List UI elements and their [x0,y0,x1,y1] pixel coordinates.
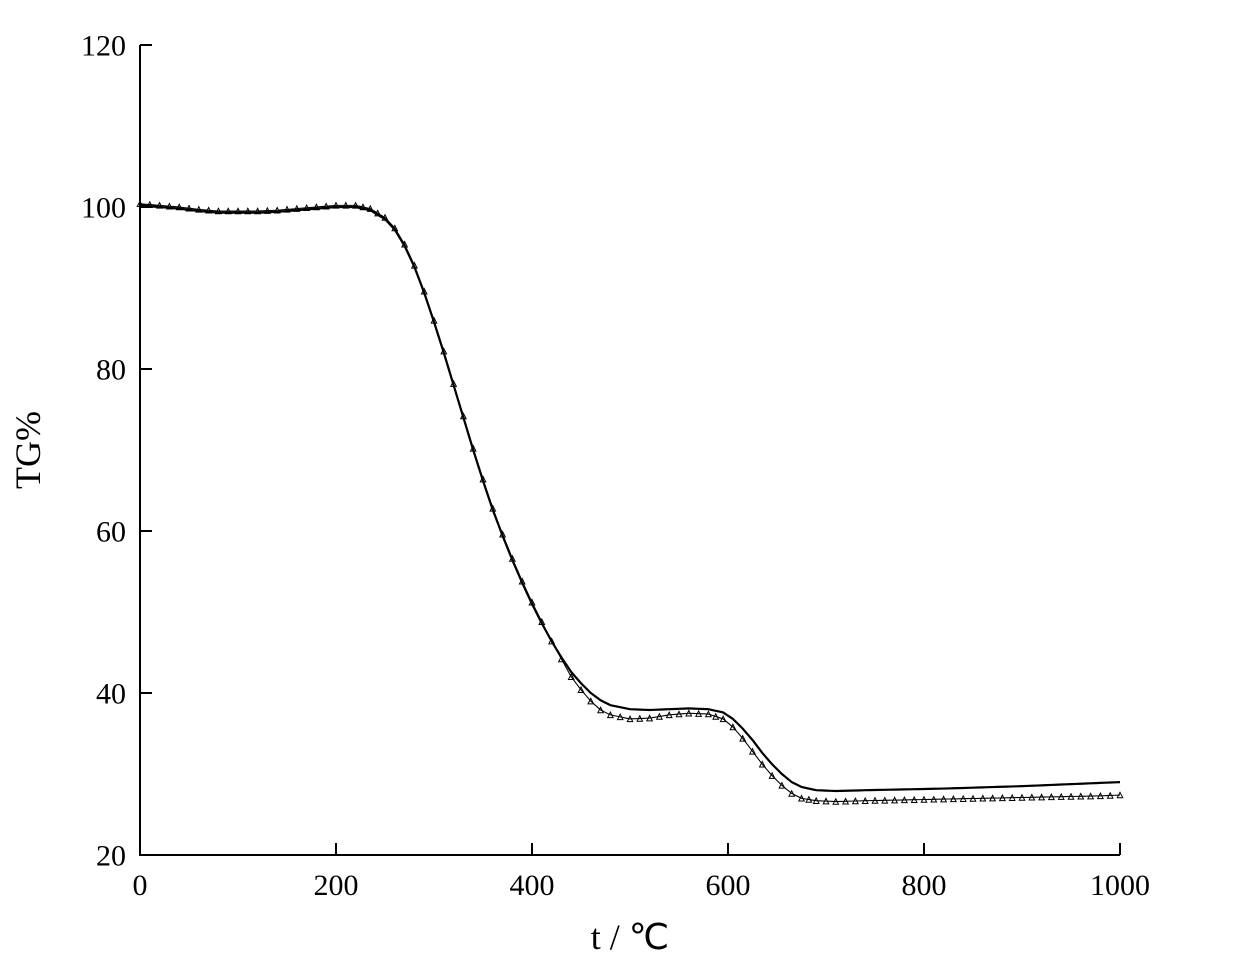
x-tick-label: 200 [314,869,359,902]
y-tick-label: 20 [96,840,126,873]
tg-chart: 0 200 400 600 800 1000 20 40 60 80 100 120 t / ℃ TG% [0,0,1254,972]
y-tick-label: 80 [96,354,126,387]
y-tick-label: 120 [81,30,126,63]
x-tick-label: 600 [706,869,751,902]
y-axis-label: TG% [8,411,48,489]
x-tick-label: 1000 [1090,869,1150,902]
x-tick-label: 400 [510,869,555,902]
x-tick-label: 0 [133,869,148,902]
y-tick-label: 40 [96,678,126,711]
chart-container: 0 200 400 600 800 1000 20 40 60 80 100 120 t / ℃ TG% [0,0,1254,972]
y-tick-label: 60 [96,516,126,549]
x-tick-label: 800 [902,869,947,902]
chart-background [0,0,1254,972]
y-tick-label: 100 [81,192,126,225]
x-axis-label: t / ℃ [591,917,669,957]
